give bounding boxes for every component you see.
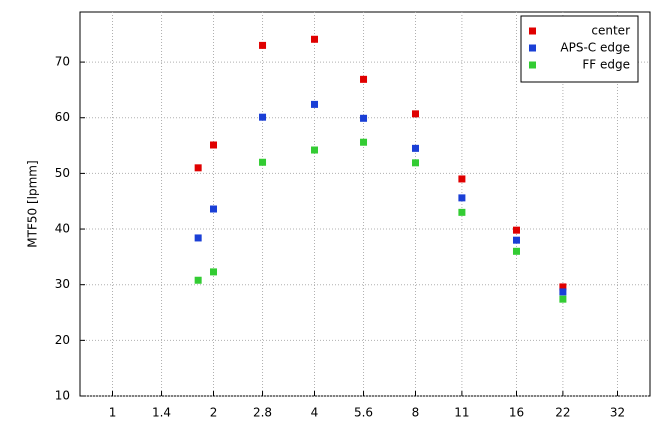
x-tick-label: 11	[454, 406, 469, 420]
x-tick-label: 32	[610, 406, 625, 420]
point	[458, 175, 466, 183]
point	[512, 247, 520, 255]
point	[311, 100, 319, 108]
x-tick-label: 2.8	[253, 406, 272, 420]
point	[458, 208, 466, 216]
x-tick-label: 4	[311, 406, 319, 420]
point	[194, 276, 202, 284]
legend-label: APS-C edge	[560, 41, 630, 55]
point	[559, 295, 567, 303]
y-tick-label: 60	[55, 110, 70, 124]
point	[360, 75, 368, 83]
y-tick-label: 50	[55, 166, 70, 180]
legend-box	[520, 15, 639, 83]
point	[259, 158, 267, 166]
point	[194, 234, 202, 242]
legend-marker	[529, 44, 536, 52]
point	[360, 138, 368, 146]
point	[559, 283, 567, 291]
point	[194, 164, 202, 172]
legend-marker	[529, 61, 536, 69]
point	[311, 35, 319, 43]
point	[210, 268, 218, 276]
legend-marker	[529, 27, 536, 35]
y-axis-label: MTF50 [lpmm]	[26, 160, 40, 247]
x-tick-label: 1	[109, 406, 117, 420]
point	[512, 236, 520, 244]
point	[411, 159, 419, 167]
y-tick-label: 20	[55, 333, 70, 347]
y-tick-label: 30	[55, 277, 70, 291]
y-tick-label: 70	[55, 55, 70, 69]
legend-label: center	[591, 24, 630, 38]
point	[360, 114, 368, 122]
legend-label: FF edge	[582, 58, 630, 72]
x-tick-label: 16	[509, 406, 524, 420]
point	[411, 144, 419, 152]
point	[259, 113, 267, 121]
y-tick-label: 40	[55, 222, 70, 236]
x-tick-label: 8	[412, 406, 420, 420]
point	[210, 205, 218, 213]
point	[458, 194, 466, 202]
y-tick-label: 10	[55, 389, 70, 403]
x-tick-label: 22	[555, 406, 570, 420]
x-tick-label: 2	[210, 406, 218, 420]
point	[411, 110, 419, 118]
point	[311, 146, 319, 154]
point	[210, 141, 218, 149]
x-tick-label: 5.6	[354, 406, 373, 420]
x-tick-label: 1.4	[152, 406, 171, 420]
point	[559, 288, 567, 296]
point	[259, 41, 267, 49]
point	[512, 226, 520, 234]
